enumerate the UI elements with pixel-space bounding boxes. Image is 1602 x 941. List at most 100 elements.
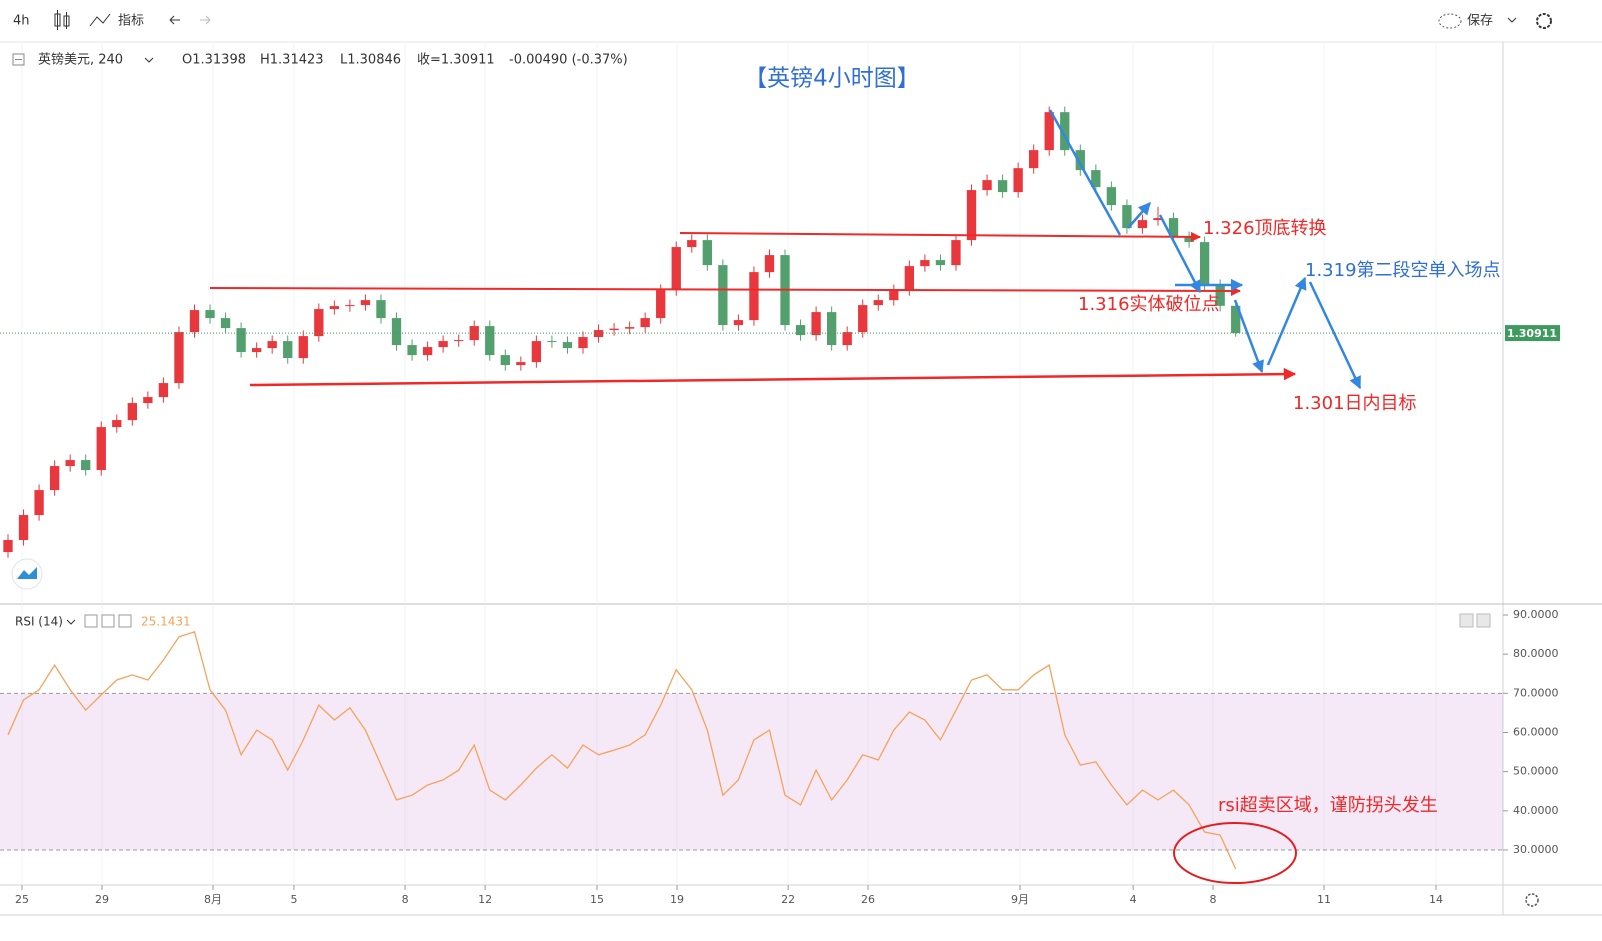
arrow <box>1158 214 1202 294</box>
candle-body <box>220 318 231 329</box>
candle-body <box>764 255 775 273</box>
rsi-menu[interactable] <box>66 619 76 625</box>
candle-body <box>96 427 106 471</box>
candle-body <box>656 290 666 319</box>
candle-body <box>624 327 635 329</box>
candle-body <box>1215 285 1225 306</box>
indicator-icon <box>89 13 111 27</box>
candle-body <box>485 326 495 356</box>
arrow <box>1266 276 1307 366</box>
y-tick-label: 40.0000 <box>1513 804 1559 817</box>
timeframe-button[interactable]: 4h <box>13 14 30 29</box>
candle-body <box>1091 170 1101 188</box>
candle-body <box>236 328 246 353</box>
y-tick-label: 90.0000 <box>1513 608 1559 621</box>
annotation: rsi超卖区域，谨防拐头发生 <box>1218 795 1438 816</box>
x-tick-label: 9月 <box>1011 893 1029 906</box>
annotation: 1.319第二段空单入场点 <box>1305 260 1501 281</box>
x-tick-label: 11 <box>1317 893 1331 906</box>
candle-body <box>127 403 137 421</box>
last-price-box <box>1505 325 1560 342</box>
settings-button[interactable] <box>101 614 115 628</box>
y-tick-label: 30.0000 <box>1513 843 1559 856</box>
candle-body <box>997 180 1008 193</box>
candle-body <box>718 265 728 326</box>
candle-body <box>251 348 262 353</box>
last-price-label: 1.30911 <box>1507 327 1557 340</box>
rsi-value: 25.1431 <box>141 615 191 629</box>
plot-layer: 25 29 8月 5 8 12 15 19 22 26 9月 4 8 11 14 <box>0 42 1503 906</box>
y-tick-label: 80.0000 <box>1513 647 1559 660</box>
rsi-buttons <box>84 614 132 628</box>
legend-low: L1.30846 <box>340 53 401 68</box>
candle-body <box>842 332 852 346</box>
candle-body <box>547 341 557 343</box>
settings-button[interactable] <box>1536 13 1552 29</box>
y-tick-label: 50.0000 <box>1513 765 1559 778</box>
candle-body <box>422 347 433 356</box>
candle-body <box>516 362 526 366</box>
candle-body <box>593 330 604 338</box>
candle-body <box>81 460 91 471</box>
arrow <box>1127 202 1151 229</box>
rsi-line <box>7 630 1237 870</box>
legend-close: 收=1.30911 <box>417 53 495 68</box>
pane-down-button[interactable] <box>1476 613 1491 628</box>
x-tick-label: 26 <box>861 893 875 906</box>
candle-body <box>811 312 821 336</box>
target-line <box>249 367 1297 387</box>
remove-button[interactable] <box>118 614 132 628</box>
symbol-menu[interactable] <box>144 57 154 63</box>
arrow <box>1308 281 1362 390</box>
candle-body <box>189 310 200 333</box>
trend-arrows <box>1048 109 1362 390</box>
collapse-button[interactable] <box>12 53 25 66</box>
x-tick-label: 15 <box>590 893 604 906</box>
arrow <box>1048 109 1122 236</box>
candle-body <box>562 342 573 349</box>
chart-type-button[interactable] <box>54 10 70 30</box>
candle-body <box>3 540 13 553</box>
x-tick-label: 8 <box>402 893 409 906</box>
highlight-circle <box>1173 822 1297 884</box>
undo-button[interactable] <box>169 15 180 25</box>
candle-body <box>283 341 293 359</box>
legend-high: H1.31423 <box>260 53 324 68</box>
candle-body <box>345 305 355 307</box>
candle-body <box>267 341 277 349</box>
candle-body <box>407 345 417 356</box>
visibility-button[interactable] <box>84 614 98 628</box>
candle-body <box>858 305 868 333</box>
candle-body <box>889 290 899 301</box>
candle-body <box>1106 187 1117 206</box>
redo-button[interactable] <box>200 15 211 25</box>
x-tick-label: 12 <box>478 893 492 906</box>
candle-body <box>314 309 324 337</box>
x-tick-label: 19 <box>670 893 684 906</box>
candle-body <box>578 337 588 349</box>
x-tick-label: 4 <box>1130 893 1137 906</box>
candle-body <box>920 260 930 267</box>
save-menu[interactable] <box>1507 17 1517 23</box>
pane-up-button[interactable] <box>1459 613 1474 628</box>
x-tick-label: 8月 <box>204 893 222 906</box>
axis-settings-button[interactable] <box>1525 893 1539 907</box>
candle-body <box>826 312 837 346</box>
x-tick-label: 29 <box>95 893 109 906</box>
indicators-button[interactable]: 指标 <box>118 14 144 29</box>
candle-body <box>951 240 961 266</box>
candle-body <box>34 490 44 516</box>
legend-change: -0.00490 (-0.37%) <box>509 53 628 68</box>
candle-body <box>1153 218 1163 221</box>
candle-body <box>376 300 386 319</box>
candle-body <box>1137 220 1148 229</box>
candle-body <box>671 247 681 291</box>
y-tick-label: 60.0000 <box>1513 725 1559 738</box>
candle-body <box>795 325 806 336</box>
candle-body <box>702 240 712 266</box>
save-button[interactable]: 保存 <box>1467 14 1493 29</box>
symbol-title: 英镑美元, 240 <box>38 52 123 68</box>
candle-body <box>609 328 619 331</box>
